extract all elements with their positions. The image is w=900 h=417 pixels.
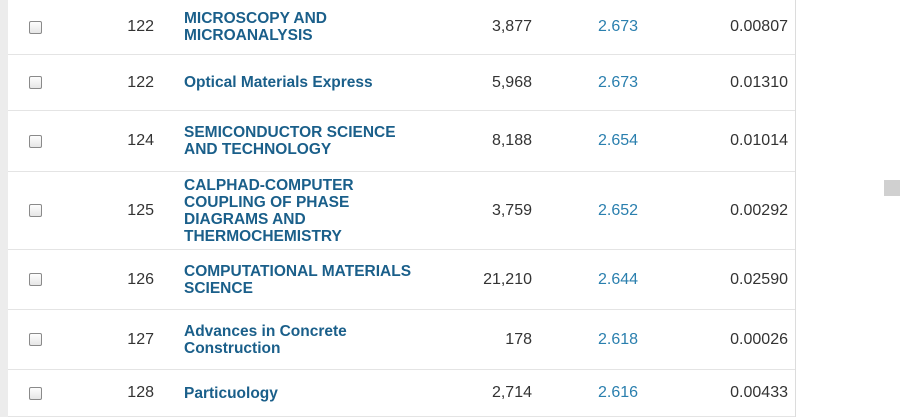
table-row: 122 Optical Materials Express 5,968 2.67… xyxy=(8,55,795,111)
impact-factor-link[interactable]: 2.673 xyxy=(597,73,639,91)
rank-cell: 122 xyxy=(127,18,154,35)
rank-cell: 125 xyxy=(127,201,154,219)
total-cites-cell: 3,877 xyxy=(491,18,532,35)
row-checkbox[interactable] xyxy=(28,386,42,400)
eigenfactor-cell: 0.00807 xyxy=(730,18,788,35)
eigenfactor-cell: 0.00433 xyxy=(730,384,788,401)
table-row: 122 MICROSCOPY AND MICROANALYSIS 3,877 2… xyxy=(8,0,795,55)
rank-cell: 127 xyxy=(127,330,154,348)
journal-title-link[interactable]: MICROSCOPY AND MICROANALYSIS xyxy=(184,10,327,44)
table-row: 124 SEMICONDUCTOR SCIENCE AND TECHNOLOGY… xyxy=(8,111,795,172)
impact-factor-link[interactable]: 2.644 xyxy=(597,270,639,288)
total-cites-cell: 21,210 xyxy=(483,270,532,288)
row-checkbox[interactable] xyxy=(28,76,42,89)
row-checkbox[interactable] xyxy=(28,134,42,148)
total-cites-cell: 2,714 xyxy=(491,384,532,401)
table-row: 126 COMPUTATIONAL MATERIALS SCIENCE 21,2… xyxy=(8,250,795,310)
eigenfactor-cell: 0.01310 xyxy=(730,73,788,91)
table-row: 127 Advances in Concrete Construction 17… xyxy=(8,310,795,370)
scrollbar-thumb[interactable] xyxy=(884,180,900,196)
eigenfactor-cell: 0.01014 xyxy=(730,132,788,149)
rank-cell: 124 xyxy=(127,132,154,149)
journal-title-link[interactable]: CALPHAD-COMPUTER COUPLING OF PHASE DIAGR… xyxy=(184,176,354,245)
journal-title-link[interactable]: SEMICONDUCTOR SCIENCE AND TECHNOLOGY xyxy=(184,124,396,158)
right-gutter xyxy=(796,0,900,417)
impact-factor-link[interactable]: 2.673 xyxy=(597,18,639,35)
impact-factor-link[interactable]: 2.654 xyxy=(597,132,639,149)
rank-cell: 122 xyxy=(127,73,154,91)
eigenfactor-cell: 0.00292 xyxy=(730,201,788,219)
journal-title-link[interactable]: Particuology xyxy=(184,384,278,402)
row-select-cell xyxy=(25,55,45,110)
total-cites-cell: 178 xyxy=(505,330,532,348)
eigenfactor-cell: 0.02590 xyxy=(730,270,788,288)
total-cites-cell: 3,759 xyxy=(491,201,532,219)
row-select-cell xyxy=(25,310,45,369)
row-select-cell xyxy=(25,370,45,416)
journal-table: 122 MICROSCOPY AND MICROANALYSIS 3,877 2… xyxy=(8,0,796,417)
row-select-cell xyxy=(25,111,45,171)
row-checkbox[interactable] xyxy=(28,204,42,217)
row-select-cell xyxy=(25,250,45,309)
row-select-cell xyxy=(25,172,45,249)
journal-title-link[interactable]: Advances in Concrete Construction xyxy=(184,322,347,357)
impact-factor-link[interactable]: 2.652 xyxy=(597,201,639,219)
row-select-cell xyxy=(25,0,45,54)
rank-cell: 128 xyxy=(127,384,154,401)
rank-cell: 126 xyxy=(127,270,154,288)
eigenfactor-cell: 0.00026 xyxy=(730,330,788,348)
row-checkbox[interactable] xyxy=(28,20,42,34)
table-row: 128 Particuology 2,714 2.616 0.00433 xyxy=(8,370,795,417)
table-row: 125 CALPHAD-COMPUTER COUPLING OF PHASE D… xyxy=(8,172,795,250)
row-checkbox[interactable] xyxy=(28,273,42,286)
total-cites-cell: 8,188 xyxy=(491,132,532,149)
impact-factor-link[interactable]: 2.618 xyxy=(597,330,639,348)
impact-factor-link[interactable]: 2.616 xyxy=(597,384,639,401)
journal-title-link[interactable]: Optical Materials Express xyxy=(184,74,373,91)
journal-title-link[interactable]: COMPUTATIONAL MATERIALS SCIENCE xyxy=(184,262,412,297)
row-checkbox[interactable] xyxy=(28,333,42,346)
total-cites-cell: 5,968 xyxy=(491,73,532,91)
